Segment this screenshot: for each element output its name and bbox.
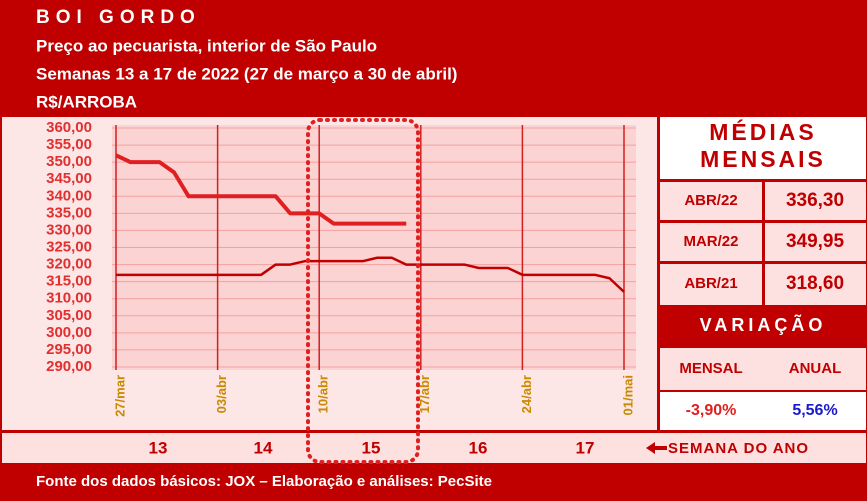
y-tick-label: 330,00 xyxy=(46,221,92,238)
cell xyxy=(660,182,762,220)
y-tick-label: 345,00 xyxy=(46,170,92,187)
period: Semanas 13 a 17 de 2022 (27 de março a 3… xyxy=(36,64,457,83)
week-label: 13 xyxy=(149,438,168,457)
row-value: 318,60 xyxy=(786,273,844,294)
y-tick-label: 335,00 xyxy=(46,204,92,221)
row-label: MAR/22 xyxy=(683,233,738,250)
y-tick-label: 315,00 xyxy=(46,273,92,290)
cell xyxy=(765,223,866,261)
side-panel: MÉDIAS MENSAIS ABR/22 336,30 MAR/22 349,… xyxy=(660,117,866,430)
variation-title: VARIAÇÃO xyxy=(700,314,827,335)
unit: R$/ARROBA xyxy=(36,92,137,111)
cell xyxy=(765,264,866,305)
y-tick-label: 305,00 xyxy=(46,307,92,324)
y-tick-label: 310,00 xyxy=(46,290,92,307)
title: BOI GORDO xyxy=(36,7,201,28)
x-tick-label: 03/abr xyxy=(214,375,229,413)
y-tick-label: 320,00 xyxy=(46,256,92,273)
line-series xyxy=(116,256,625,293)
row-value: 349,95 xyxy=(786,231,845,252)
highlight-week xyxy=(306,118,420,464)
x-tick-label: 17/abr xyxy=(417,375,432,413)
averages-title: MÉDIAS xyxy=(709,118,816,145)
row-label: ABR/22 xyxy=(684,192,737,209)
line-series xyxy=(115,153,407,226)
arrow xyxy=(646,442,667,454)
y-tick-label: 290,00 xyxy=(46,358,92,375)
y-tick-label: 355,00 xyxy=(46,136,92,153)
y-tick-label: 295,00 xyxy=(46,341,92,358)
week-caption: SEMANA DO ANO xyxy=(668,440,809,457)
y-tick-label: 325,00 xyxy=(46,238,92,255)
week-label: 14 xyxy=(254,438,273,457)
y-tick-label: 340,00 xyxy=(46,187,92,204)
x-tick-label: 01/mai xyxy=(620,375,635,415)
cell xyxy=(765,182,866,220)
row-label: ABR/21 xyxy=(684,275,737,292)
subtitle: Preço ao pecuarista, interior de São Pau… xyxy=(36,36,377,55)
y-tick-label: 300,00 xyxy=(46,324,92,341)
cell xyxy=(660,264,762,305)
source: Fonte dos dados básicos: JOX – Elaboraçã… xyxy=(36,473,492,490)
variation-header: MENSAL xyxy=(679,360,742,377)
y-tick-label: 360,00 xyxy=(46,119,92,136)
week-label: 17 xyxy=(576,438,595,457)
x-tick-label: 24/abr xyxy=(519,375,534,413)
week-label: 15 xyxy=(362,438,381,457)
cell xyxy=(660,348,866,390)
week-row xyxy=(2,433,866,463)
variation-value: 5,56% xyxy=(792,402,837,419)
x-tick-label: 10/abr xyxy=(316,375,331,413)
cell xyxy=(660,223,762,261)
cell xyxy=(660,392,866,430)
row-value: 336,30 xyxy=(786,190,844,211)
variation-header: ANUAL xyxy=(789,360,842,377)
variation-value: -3,90% xyxy=(686,402,737,419)
averages-title: MENSAIS xyxy=(700,146,826,172)
y-tick-label: 350,00 xyxy=(46,153,92,170)
week-label: 16 xyxy=(469,438,488,457)
x-tick-label: 27/mar xyxy=(112,375,127,417)
averages-header xyxy=(660,117,866,179)
